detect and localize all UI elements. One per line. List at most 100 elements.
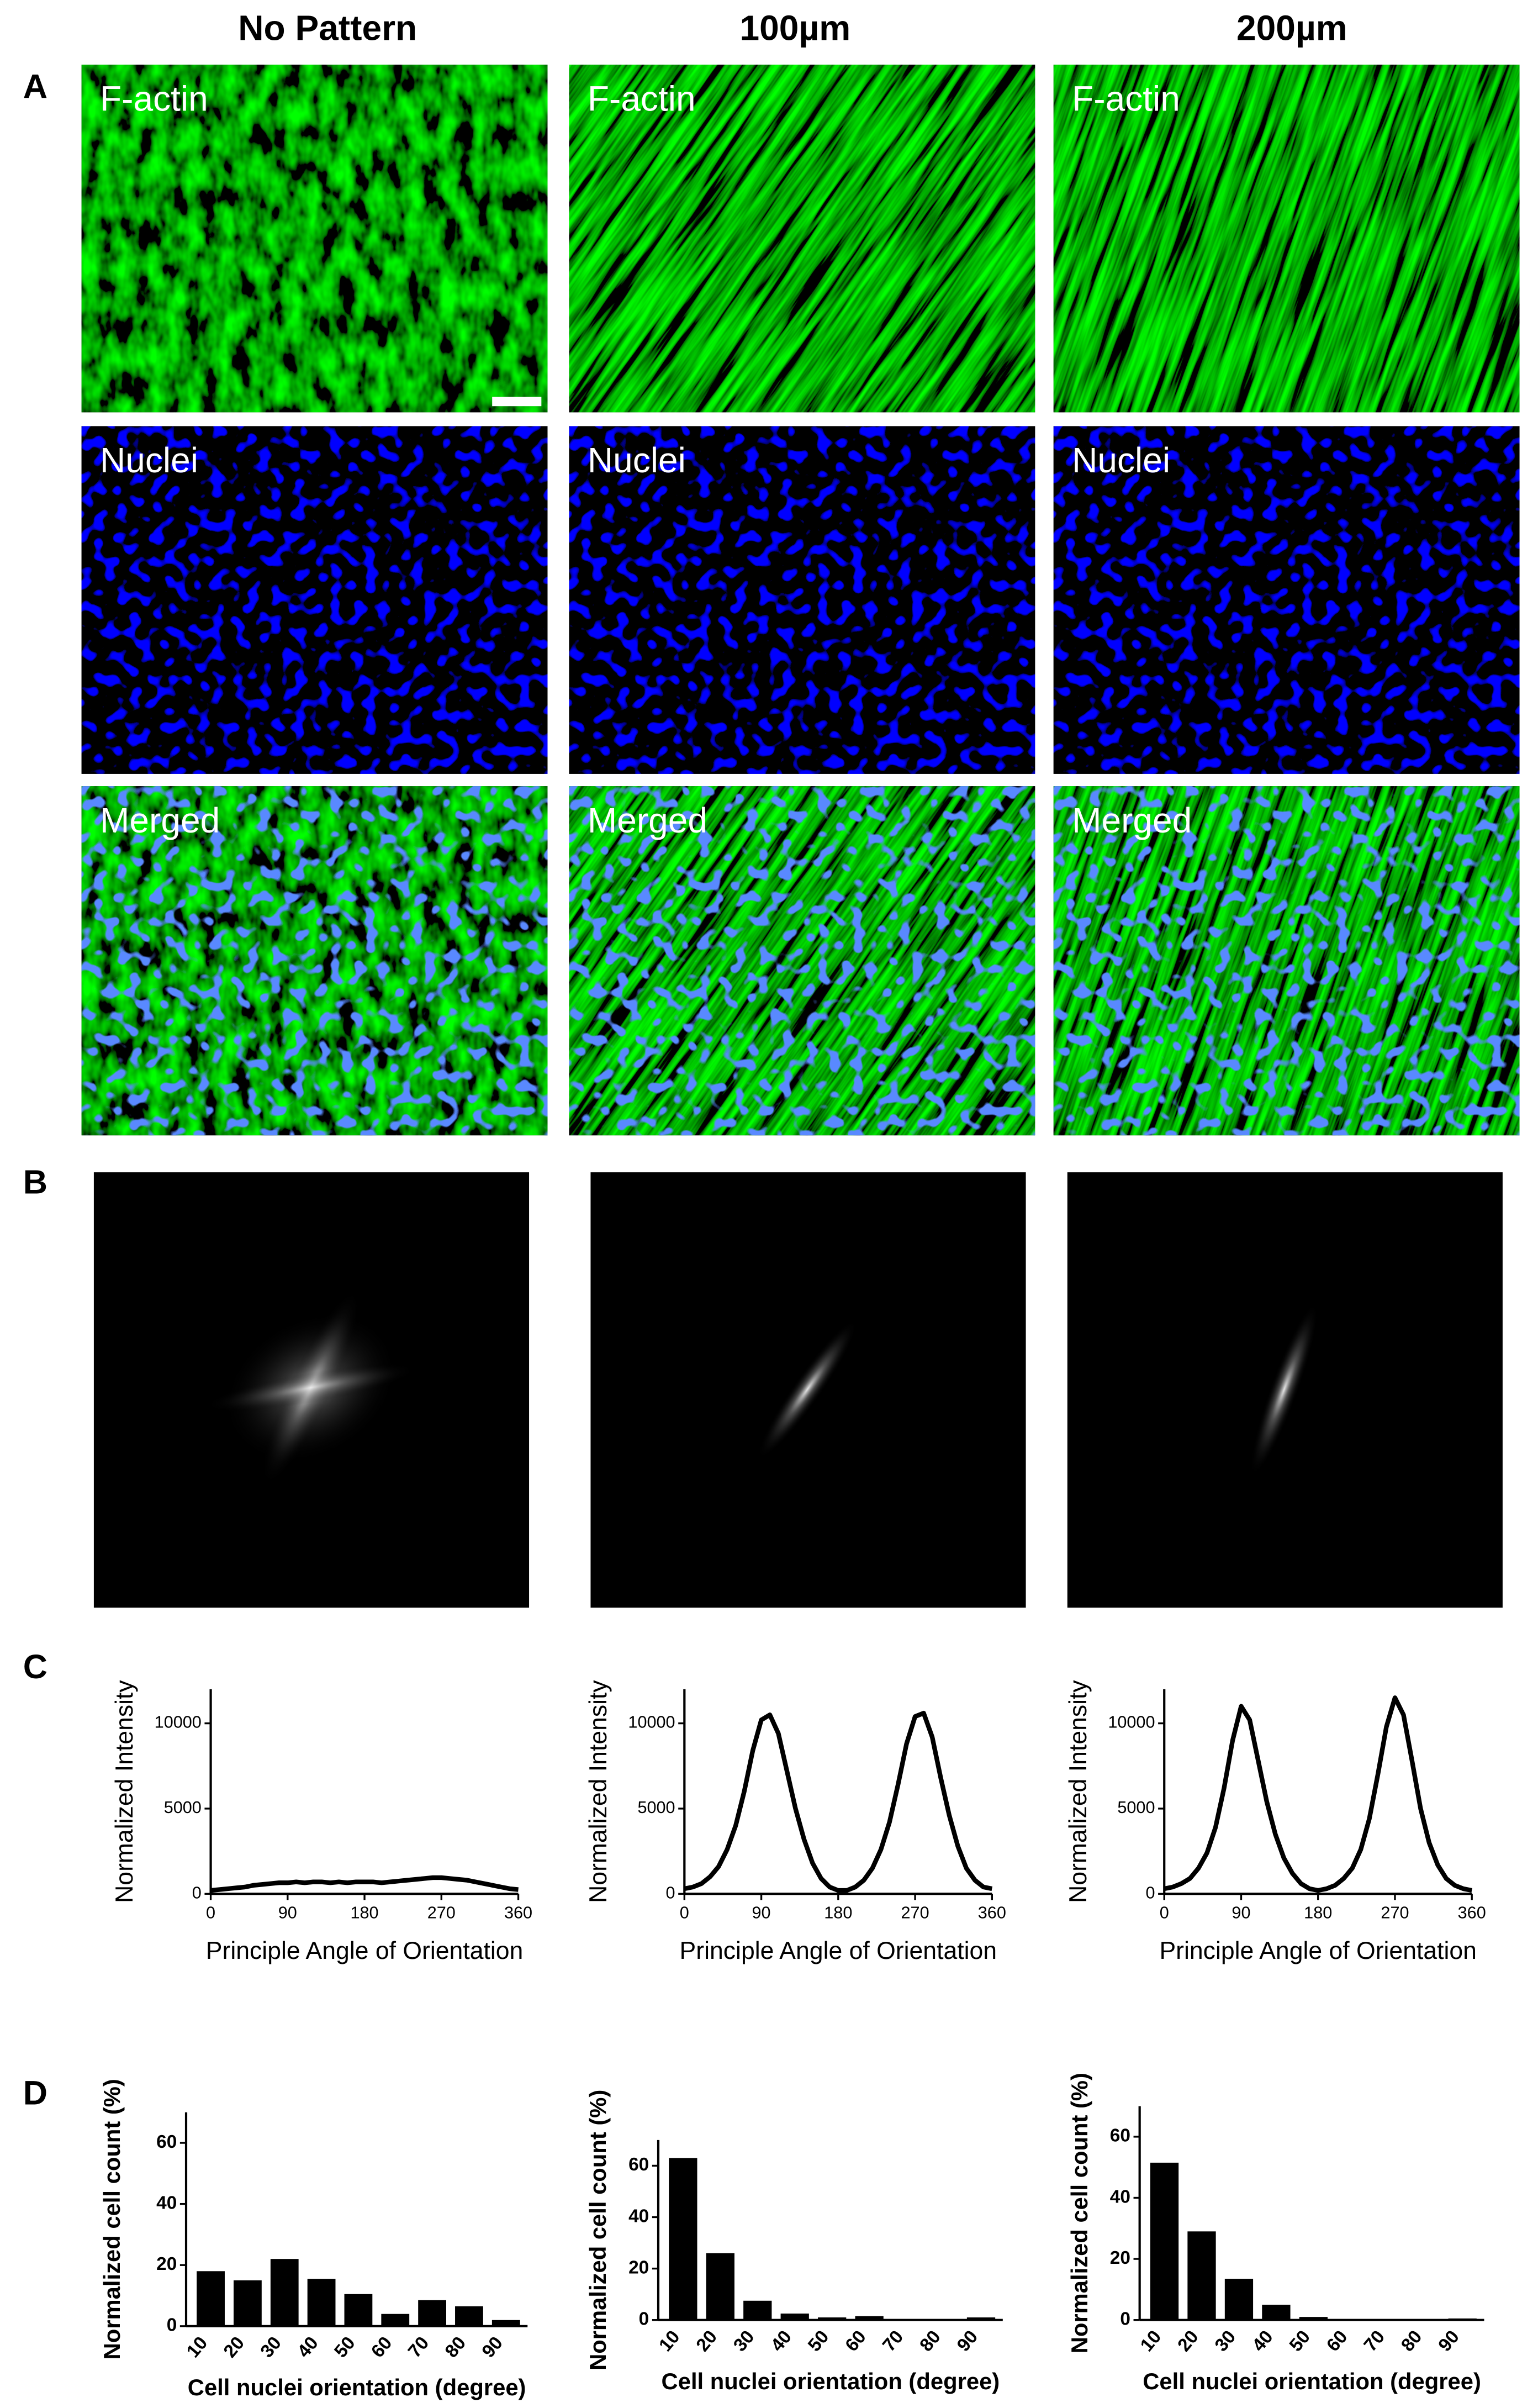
nuclei-texture — [569, 426, 1035, 774]
actin-texture — [569, 64, 1035, 413]
x-tick-label: 40 — [1248, 2327, 1277, 2356]
x-tick-label: 80 — [916, 2327, 945, 2356]
nuclei-texture — [1053, 426, 1520, 774]
nuclei-overlay — [1053, 786, 1520, 1136]
line-series — [684, 1710, 993, 1893]
x-tick-label: 50 — [804, 2327, 833, 2356]
bar — [855, 2316, 884, 2320]
column-heading: 100µm — [739, 8, 850, 48]
x-tick-label: 60 — [367, 2333, 396, 2362]
x-tick-label: 90 — [1435, 2327, 1463, 2356]
actin-texture — [1053, 64, 1520, 413]
x-tick-label: 60 — [842, 2327, 870, 2356]
x-tick-label: 90 — [953, 2327, 982, 2356]
bar — [818, 2317, 847, 2320]
panel-letter: D — [23, 2074, 47, 2111]
bar — [234, 2280, 262, 2326]
line-series — [1164, 1695, 1473, 1893]
x-tick-label: 360 — [504, 1904, 532, 1922]
bar — [966, 2317, 996, 2320]
y-tick-label: 0 — [167, 2315, 177, 2336]
x-tick-label: 90 — [1232, 1904, 1250, 1922]
y-axis-label: Normalized cell count (%) — [1066, 2073, 1092, 2353]
y-tick-label: 10000 — [155, 1713, 202, 1732]
panel-letter: A — [23, 68, 47, 106]
image-label: Merged — [1072, 800, 1192, 840]
x-tick-label: 70 — [404, 2333, 433, 2362]
image-label: F-actin — [588, 79, 696, 119]
y-tick-label: 0 — [666, 1883, 675, 1902]
bar — [381, 2314, 410, 2326]
y-axis-label: Normalized Intensity — [1065, 1680, 1092, 1903]
x-axis-label: Cell nuclei orientation (degree) — [188, 2374, 526, 2400]
x-tick-label: 270 — [427, 1904, 456, 1922]
x-tick-label: 360 — [1458, 1904, 1486, 1922]
y-axis-label: Normalized cell count (%) — [585, 2090, 611, 2370]
x-axis-label: Cell nuclei orientation (degree) — [1143, 2368, 1481, 2394]
image-label: Merged — [588, 800, 707, 840]
nuclei-overlay — [569, 786, 1035, 1136]
micrograph: F-actin — [1053, 64, 1520, 413]
y-tick-label: 5000 — [164, 1798, 202, 1817]
y-tick-label: 0 — [192, 1883, 202, 1902]
image-label: Nuclei — [100, 440, 198, 480]
bar — [1224, 2279, 1254, 2320]
x-tick-label: 90 — [278, 1904, 297, 1922]
bar — [344, 2294, 373, 2326]
column-heading: No Pattern — [238, 8, 417, 48]
x-tick-label: 0 — [206, 1904, 215, 1922]
y-tick-label: 20 — [156, 2254, 177, 2274]
image-label: Nuclei — [588, 440, 686, 480]
y-axis-label: Normalized Intensity — [585, 1680, 612, 1903]
bar — [780, 2314, 809, 2320]
y-tick-label: 20 — [1110, 2248, 1130, 2268]
y-tick-label: 60 — [156, 2132, 177, 2152]
image-label: Merged — [100, 800, 220, 840]
x-tick-label: 20 — [1174, 2327, 1203, 2356]
x-axis-label: Principle Angle of Orientation — [206, 1937, 524, 1964]
y-tick-label: 0 — [1145, 1883, 1155, 1902]
x-tick-label: 50 — [1286, 2327, 1314, 2356]
y-tick-label: 0 — [1120, 2309, 1130, 2330]
y-tick-label: 10000 — [1108, 1713, 1155, 1732]
bar — [1262, 2305, 1291, 2320]
x-tick-label: 90 — [478, 2333, 507, 2362]
x-tick-label: 20 — [693, 2327, 721, 2356]
bar — [307, 2279, 336, 2326]
image-label: Nuclei — [1072, 440, 1170, 480]
bar — [1448, 2318, 1477, 2320]
panel-letter: C — [23, 1648, 47, 1685]
bar — [270, 2259, 299, 2326]
micrograph: Merged — [1053, 786, 1520, 1136]
x-tick-label: 180 — [351, 1904, 379, 1922]
x-tick-label: 270 — [901, 1904, 929, 1922]
x-tick-label: 40 — [767, 2327, 796, 2356]
actin-texture — [81, 64, 548, 413]
x-axis-label: Cell nuclei orientation (degree) — [662, 2368, 1000, 2394]
x-tick-label: 60 — [1323, 2327, 1351, 2356]
bar — [1299, 2317, 1328, 2320]
y-tick-label: 60 — [628, 2154, 649, 2175]
bar — [455, 2306, 483, 2326]
x-tick-label: 10 — [655, 2327, 684, 2356]
bar — [1150, 2162, 1179, 2320]
x-tick-label: 180 — [824, 1904, 852, 1922]
x-tick-label: 90 — [752, 1904, 771, 1922]
y-tick-label: 40 — [1110, 2186, 1130, 2207]
x-tick-label: 30 — [730, 2327, 758, 2356]
y-tick-label: 20 — [628, 2257, 649, 2278]
y-tick-label: 0 — [639, 2309, 649, 2330]
x-tick-label: 70 — [1360, 2327, 1389, 2356]
bar — [1187, 2231, 1216, 2320]
x-tick-label: 10 — [1137, 2327, 1165, 2356]
bar — [706, 2253, 734, 2320]
actin-layer — [569, 64, 1035, 413]
y-tick-label: 40 — [628, 2206, 649, 2226]
bar — [491, 2320, 520, 2326]
bar — [197, 2271, 225, 2326]
x-tick-label: 80 — [1397, 2327, 1426, 2356]
x-tick-label: 70 — [879, 2327, 907, 2356]
x-tick-label: 360 — [978, 1904, 1006, 1922]
